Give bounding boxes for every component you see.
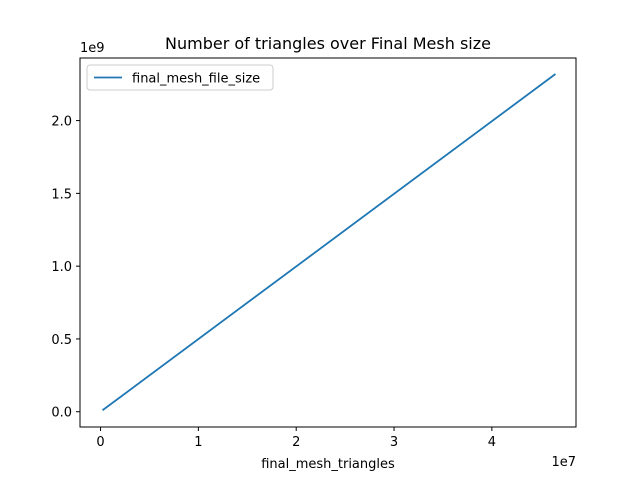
y-axis-offset-text: 1e9 — [80, 41, 105, 56]
x-axis-label: final_mesh_triangles — [261, 457, 395, 472]
y-tick-label: 1.5 — [51, 187, 72, 202]
x-axis-ticks: 0 1 2 3 4 — [96, 427, 496, 450]
legend-box — [86, 64, 274, 91]
legend: final_mesh_file_size — [86, 64, 274, 91]
y-tick-label: 2.0 — [51, 115, 72, 130]
y-tick-label: 0.5 — [51, 333, 72, 348]
y-tick-label: 1.0 — [51, 260, 72, 275]
x-axis-offset-text: 1e7 — [551, 455, 576, 470]
chart-title: Number of triangles over Final Mesh size — [165, 34, 491, 53]
x-tick-label: 4 — [488, 435, 496, 450]
y-axis-ticks: 0.0 0.5 1.0 1.5 2.0 — [51, 115, 80, 421]
x-tick-label: 0 — [96, 435, 104, 450]
x-tick-label: 3 — [390, 435, 398, 450]
series-layer — [101, 73, 556, 411]
y-tick-label: 0.0 — [51, 406, 72, 421]
legend-label: final_mesh_file_size — [132, 72, 260, 87]
x-tick-label: 2 — [292, 435, 300, 450]
series-line-final_mesh_file_size — [101, 73, 556, 411]
x-tick-label: 1 — [194, 435, 202, 450]
